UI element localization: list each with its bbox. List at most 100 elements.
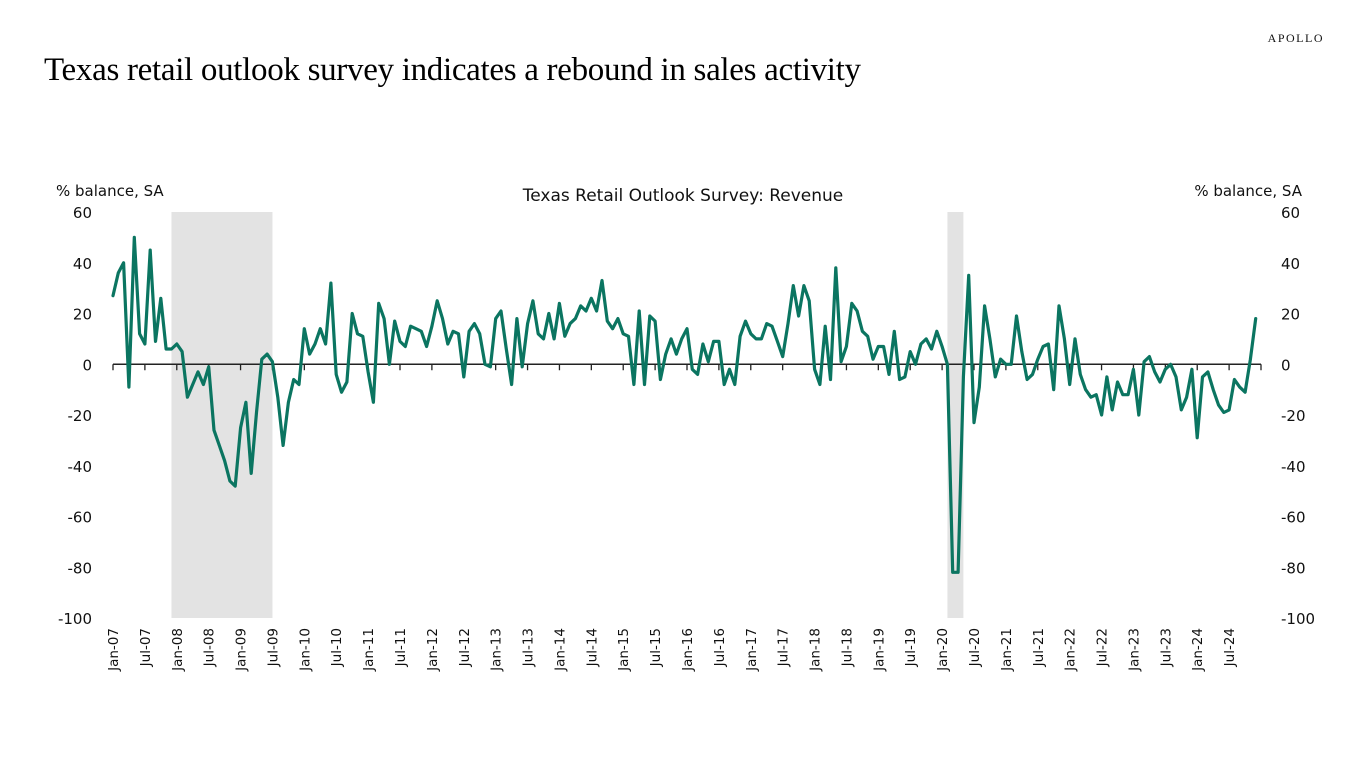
y-tick-label-left: -60 — [68, 509, 93, 527]
data-point — [1106, 376, 1108, 378]
x-tick-label: Jul-09 — [265, 628, 281, 667]
data-point — [479, 333, 481, 335]
data-point — [755, 338, 757, 340]
data-point — [425, 345, 427, 347]
x-tick-label: Jan-08 — [170, 628, 186, 672]
y-tick-label-right: -40 — [1281, 458, 1306, 476]
y-tick-label-right: 0 — [1281, 356, 1291, 374]
data-point — [308, 353, 310, 355]
data-point — [293, 378, 295, 380]
data-point — [1175, 376, 1177, 378]
x-tick-label: Jul-22 — [1095, 628, 1111, 667]
data-point — [861, 330, 863, 332]
data-point — [564, 335, 566, 337]
data-point — [952, 571, 954, 573]
data-point — [665, 353, 667, 355]
y-tick-label-right: 40 — [1281, 255, 1300, 273]
data-point — [718, 340, 720, 342]
data-point — [1042, 345, 1044, 347]
data-point — [181, 350, 183, 352]
data-point — [330, 282, 332, 284]
data-point — [776, 340, 778, 342]
data-point — [829, 378, 831, 380]
x-tick-label: Jul-15 — [648, 628, 664, 667]
data-point — [643, 383, 645, 385]
data-point — [463, 376, 465, 378]
chart-title: Texas Retail Outlook Survey: Revenue — [522, 186, 844, 206]
data-point — [627, 335, 629, 337]
data-point — [595, 310, 597, 312]
data-point — [229, 480, 231, 482]
data-point — [1122, 394, 1124, 396]
x-axis: Jan-07 Jul-07 Jan-08 Jul-08 Jan-09 Jul-09 Jan-… — [106, 363, 1262, 672]
x-tick-label: Jul-17 — [776, 628, 792, 667]
data-point — [893, 330, 895, 332]
data-point — [766, 322, 768, 324]
data-point — [526, 322, 528, 324]
y-tick-label-right: -100 — [1281, 610, 1315, 628]
data-point — [356, 333, 358, 335]
data-point — [840, 361, 842, 363]
x-tick-label: Jan-09 — [234, 628, 250, 672]
data-point — [245, 401, 247, 403]
data-point — [989, 338, 991, 340]
data-point — [1010, 363, 1012, 365]
data-point — [760, 338, 762, 340]
data-point — [633, 383, 635, 385]
data-point — [904, 376, 906, 378]
data-point — [420, 330, 422, 332]
data-point — [882, 345, 884, 347]
x-tick-label: Jan-12 — [425, 628, 441, 672]
x-tick-label: Jan-17 — [744, 628, 760, 672]
data-point — [415, 328, 417, 330]
data-point — [1095, 394, 1097, 396]
x-tick-label: Jul-08 — [202, 628, 218, 667]
x-tick-label: Jan-10 — [297, 628, 313, 672]
data-point — [681, 338, 683, 340]
data-point — [144, 343, 146, 345]
data-point — [149, 249, 151, 251]
x-tick-label: Jul-07 — [138, 628, 154, 667]
data-point — [797, 315, 799, 317]
data-point — [968, 274, 970, 276]
data-point — [702, 343, 704, 345]
data-point — [505, 348, 507, 350]
data-point — [261, 358, 263, 360]
data-point — [335, 373, 337, 375]
data-point — [792, 284, 794, 286]
data-point — [122, 262, 124, 264]
page-headline: Texas retail outlook survey indicates a … — [44, 52, 861, 88]
data-point — [112, 295, 114, 297]
series-line-revenue — [111, 235, 1258, 574]
data-point — [457, 333, 459, 335]
data-point — [920, 343, 922, 345]
data-point — [1212, 388, 1214, 390]
data-point — [548, 312, 550, 314]
data-point — [266, 353, 268, 355]
data-point — [314, 343, 316, 345]
data-point — [957, 571, 959, 573]
data-point — [638, 310, 640, 312]
data-point — [489, 366, 491, 368]
x-tick-label: Jan-11 — [361, 628, 377, 672]
data-point — [649, 315, 651, 317]
data-point — [983, 305, 985, 307]
data-point — [1047, 343, 1049, 345]
y-tick-label-right: -80 — [1281, 559, 1306, 577]
x-tick-label: Jan-07 — [106, 628, 122, 672]
data-point — [303, 328, 305, 330]
data-point — [813, 368, 815, 370]
y-axis-right: 60 40 20 0 -20 -40 -60 -80 -100 — [1281, 204, 1315, 628]
data-point — [787, 322, 789, 324]
data-point — [1031, 373, 1033, 375]
x-tick-label: Jul-10 — [329, 628, 345, 667]
data-point — [351, 312, 353, 314]
x-tick-label: Jul-21 — [1031, 628, 1047, 667]
data-point — [1015, 315, 1017, 317]
data-point — [346, 381, 348, 383]
data-point — [686, 328, 688, 330]
data-point — [946, 363, 948, 365]
data-point — [782, 355, 784, 357]
data-point — [383, 317, 385, 319]
